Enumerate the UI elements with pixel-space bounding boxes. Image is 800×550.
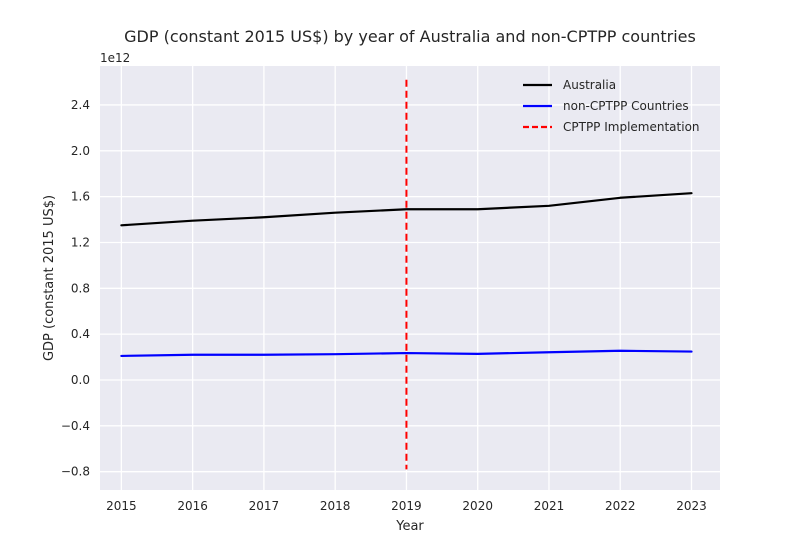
x-tick-label: 2016 (177, 499, 208, 513)
x-tick-labels: 2015 2016 2017 2018 2019 2020 2021 2022 2023 (106, 499, 707, 513)
x-tick-label: 2021 (534, 499, 565, 513)
x-tick-label: 2020 (462, 499, 493, 513)
legend-label: Australia (563, 78, 616, 92)
y-tick-label: 0.8 (71, 281, 90, 295)
x-tick-label: 2018 (320, 499, 351, 513)
x-tick-label: 2019 (391, 499, 422, 513)
y-tick-label: 0.0 (71, 373, 90, 387)
legend-label: CPTPP Implementation (563, 120, 700, 134)
x-tick-label: 2015 (106, 499, 137, 513)
x-axis-label: Year (395, 519, 424, 534)
y-tick-label: 1.2 (71, 235, 90, 249)
y-offset-label: 1e12 (100, 51, 130, 65)
y-tick-label: 0.4 (71, 327, 90, 341)
series-line-0 (120, 192, 693, 227)
y-tick-label: 1.6 (71, 190, 90, 204)
legend-label: non-CPTPP Countries (563, 99, 689, 113)
y-axis-label: GDP (constant 2015 US$) (42, 195, 57, 361)
plot-area (100, 66, 720, 490)
series-line-1 (120, 349, 693, 358)
y-tick-label: −0.8 (61, 465, 90, 479)
series-layer (120, 79, 693, 470)
legend: Australia non-CPTPP Countries CPTPP Implem… (523, 78, 700, 134)
x-tick-label: 2017 (249, 499, 280, 513)
y-tick-label: −0.4 (61, 419, 90, 433)
y-tick-label: 2.4 (71, 98, 90, 112)
y-tick-label: 2.0 (71, 144, 90, 158)
chart-title: GDP (constant 2015 US$) by year of Austr… (124, 27, 696, 46)
grid-lines (100, 66, 720, 490)
x-tick-label: 2022 (605, 499, 636, 513)
x-tick-label: 2023 (676, 499, 707, 513)
y-tick-labels: −0.8 −0.4 0.0 0.4 0.8 1.2 1.6 2.0 2.4 (61, 98, 90, 479)
